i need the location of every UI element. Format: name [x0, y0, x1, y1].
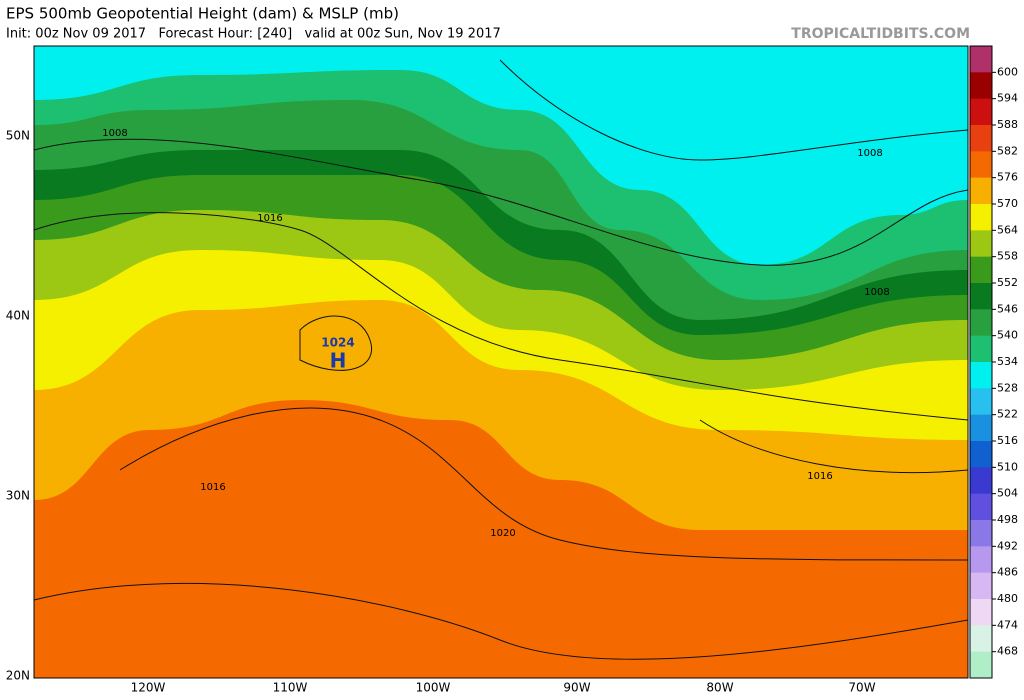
colorbar-swatch: [970, 520, 992, 547]
colorbar-swatch: [970, 230, 992, 258]
lat-label: 50N: [6, 129, 30, 143]
title: EPS 500mb Geopotential Height (dam) & MS…: [6, 5, 399, 23]
colorbar-swatch: [970, 362, 992, 389]
contour-label: 1016: [200, 482, 225, 493]
contour-label: 1008: [102, 128, 127, 139]
colorbar-label: 540: [997, 329, 1018, 342]
high-letter: H: [330, 349, 347, 373]
colorbar-label: 486: [997, 566, 1018, 579]
colorbar-swatch: [970, 625, 992, 653]
colorbar-swatch: [970, 98, 992, 126]
watermark: TROPICALTIDBITS.COM: [791, 26, 970, 42]
colorbar: 600 594 588 582 576 570 564 558 552 546 540 534 528 5…: [969, 45, 1018, 679]
colorbar-label: 552: [997, 276, 1018, 289]
high-pressure: 1024: [321, 336, 354, 350]
height-band: [34, 400, 968, 678]
contour-label: 1016: [257, 213, 282, 224]
lon-label: 100W: [416, 681, 451, 695]
colorbar-swatch: [970, 493, 992, 521]
colorbar-label: 534: [997, 355, 1018, 368]
colorbar-swatch: [970, 599, 992, 626]
colorbar-swatch: [970, 441, 992, 468]
colorbar-swatch: [970, 256, 992, 284]
colorbar-label: 498: [997, 513, 1018, 526]
subtitle: Init: 00z Nov 09 2017 Forecast Hour: [24…: [6, 27, 501, 42]
colorbar-swatch: [970, 572, 992, 600]
colorbar-label: 504: [997, 487, 1018, 500]
lat-label: 40N: [6, 309, 30, 323]
contours: [34, 59, 968, 660]
contour-label: 1008: [857, 148, 882, 159]
colorbar-swatch: [970, 177, 992, 205]
colorbar-swatch: [970, 72, 992, 100]
colorbar-swatch: [970, 283, 992, 310]
map-frame: [33, 45, 969, 679]
colorbar-swatch: [970, 388, 992, 416]
lon-label: 70W: [848, 681, 875, 695]
colorbar-label: 492: [997, 539, 1018, 552]
lon-label: 80W: [706, 681, 733, 695]
colorbar-label: 480: [997, 592, 1018, 605]
colorbar-label: 558: [997, 250, 1018, 263]
colorbar-swatch: [970, 309, 992, 337]
colorbar-swatch: [970, 335, 992, 363]
colorbar-label: 468: [997, 645, 1018, 658]
colorbar-label: 474: [997, 618, 1018, 631]
contour-label: 1020: [490, 528, 515, 539]
contour-label: 1008: [864, 287, 889, 298]
colorbar-swatch: [970, 414, 992, 442]
lon-label: 110W: [273, 681, 308, 695]
map: [34, 46, 968, 678]
colorbar-label: 546: [997, 302, 1018, 315]
colorbar-label: 570: [997, 197, 1018, 210]
colorbar-swatch: [970, 46, 992, 73]
colorbar-label: 510: [997, 460, 1018, 473]
colorbar-label: 600: [997, 65, 1018, 78]
colorbar-label: 594: [997, 92, 1018, 105]
colorbar-label: 522: [997, 408, 1018, 421]
colorbar-label: 576: [997, 171, 1018, 184]
colorbar-label: 516: [997, 434, 1018, 447]
contour-label: 1016: [807, 471, 832, 482]
colorbar-swatch: [970, 467, 992, 495]
colorbar-label: 588: [997, 118, 1018, 131]
colorbar-label: 528: [997, 381, 1018, 394]
lon-label: 120W: [131, 681, 166, 695]
colorbar-label: 564: [997, 223, 1018, 236]
lat-label: 30N: [6, 489, 30, 503]
colorbar-label: 582: [997, 144, 1018, 157]
colorbar-swatch: [970, 204, 992, 231]
colorbar-swatch: [970, 125, 992, 152]
colorbar-swatch: [970, 651, 992, 679]
colorbar-swatch: [970, 546, 992, 574]
lon-label: 90W: [563, 681, 590, 695]
lat-label: 20N: [6, 669, 30, 683]
colorbar-swatch: [970, 151, 992, 179]
